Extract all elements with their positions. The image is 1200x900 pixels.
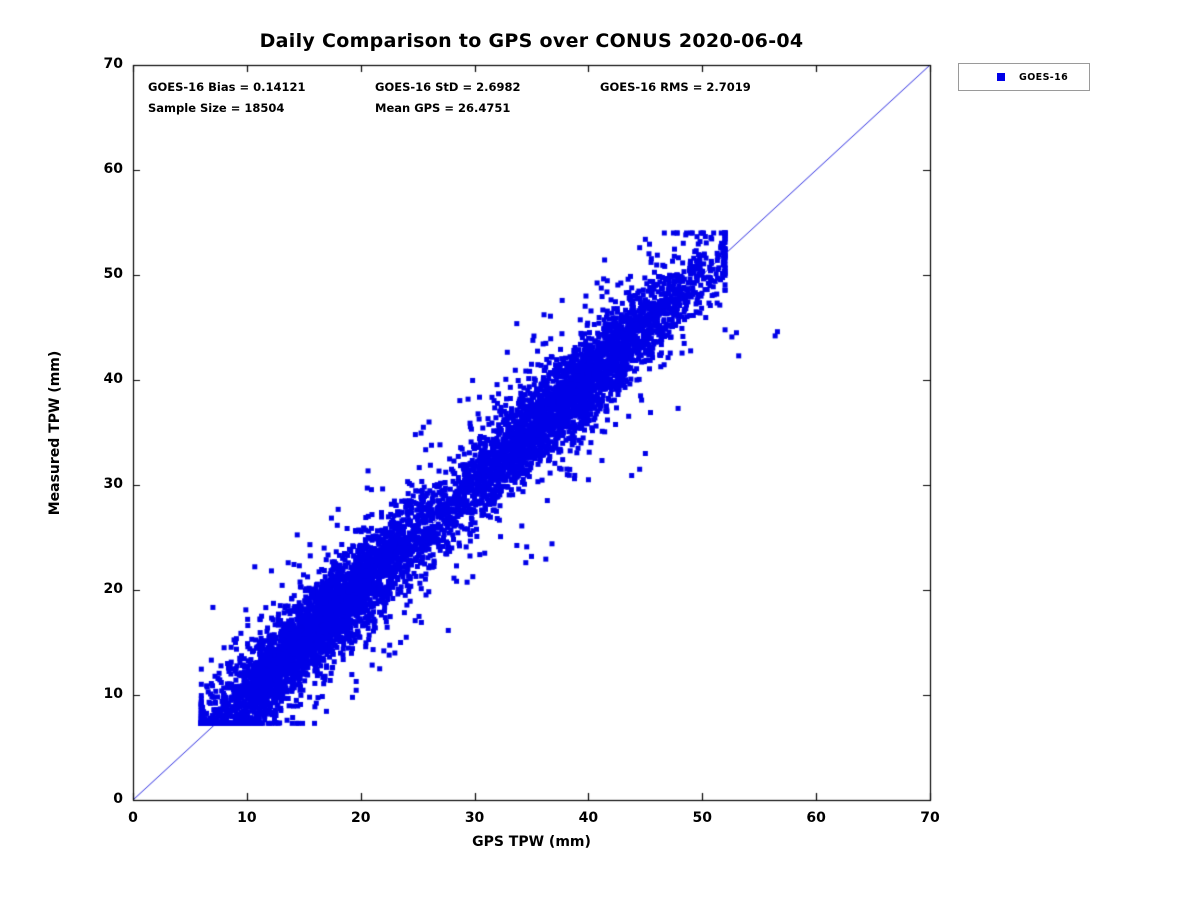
y-tick-label: 40: [103, 371, 123, 387]
y-axis-label: Measured TPW (mm): [47, 350, 63, 516]
stat-sample-size: Sample Size = 18504: [148, 101, 285, 115]
legend-series-label: GOES-16: [1019, 71, 1069, 83]
x-tick-label: 30: [464, 810, 485, 826]
x-tick-label: 10: [237, 810, 257, 826]
stat-mean-gps: Mean GPS = 26.4751: [375, 101, 511, 115]
legend-square-marker-icon: [997, 73, 1005, 81]
x-tick-label: 70: [920, 810, 940, 826]
y-tick-label: 50: [103, 266, 123, 282]
stat-rms: GOES-16 RMS = 2.7019: [600, 80, 751, 94]
chart-title: Daily Comparison to GPS over CONUS 2020-…: [259, 30, 804, 52]
y-tick-label: 70: [103, 56, 123, 72]
y-tick-label: 10: [103, 686, 123, 702]
x-tick-label: 40: [578, 810, 599, 826]
x-tick-label: 0: [128, 810, 138, 826]
y-tick-label: 60: [103, 161, 123, 177]
stat-std: GOES-16 StD = 2.6982: [375, 80, 521, 94]
x-tick-label: 60: [806, 810, 826, 826]
y-tick-label: 30: [103, 476, 123, 492]
stat-bias: GOES-16 Bias = 0.14121: [148, 80, 306, 94]
y-tick-label: 20: [103, 581, 123, 597]
x-axis-label: GPS TPW (mm): [472, 834, 591, 850]
legend: GOES-16: [958, 63, 1090, 91]
y-tick-label: 0: [113, 791, 123, 807]
x-tick-label: 20: [350, 810, 371, 826]
x-tick-label: 50: [692, 810, 713, 826]
